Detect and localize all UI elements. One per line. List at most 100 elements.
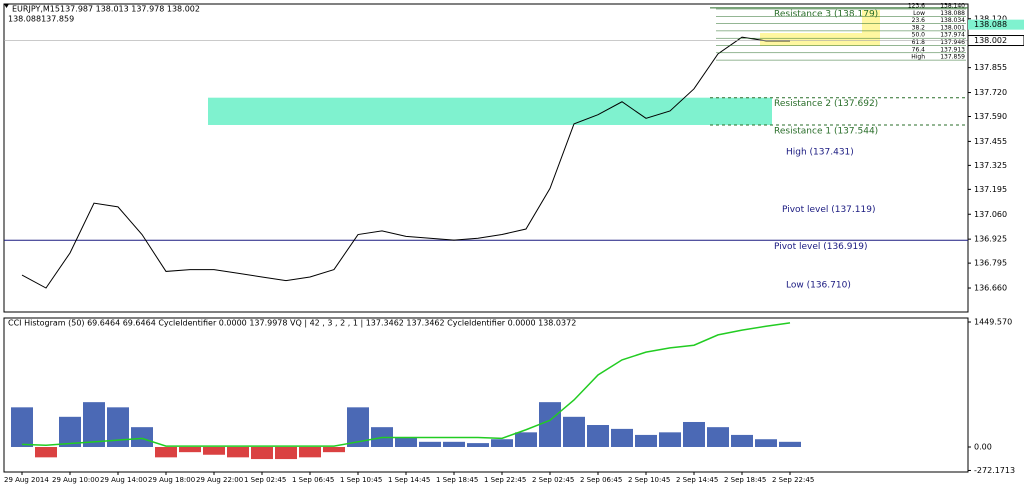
fib-level: High: [911, 54, 925, 61]
y-tick-label: 136.660: [974, 284, 1007, 293]
histogram-bar: [131, 427, 153, 447]
y-tick-label: 137.455: [974, 137, 1007, 146]
x-tick-label: 29 Aug 2014: [4, 476, 49, 484]
histogram-bar: [731, 434, 753, 447]
current-price-label: 138.002: [974, 36, 1007, 45]
fib-price: 137.974: [940, 32, 965, 39]
histogram-bar: [299, 446, 321, 458]
y-tick-label: 137.720: [974, 88, 1007, 97]
histogram-bar: [83, 402, 105, 447]
level-label: High (137.431): [786, 147, 854, 157]
x-tick-label: 29 Aug 10:00: [52, 476, 99, 484]
fib-level: 38.2: [912, 24, 926, 31]
x-tick-label: 2 Sep 06:45: [580, 476, 622, 484]
fib-level: Low: [913, 10, 925, 17]
marker-box: [968, 19, 1024, 30]
histogram-bar: [515, 432, 537, 447]
y-tick-label: 137.195: [974, 185, 1007, 194]
histogram-bar: [659, 432, 681, 447]
y-tick-label: 1449.570: [974, 318, 1012, 327]
histogram-bar: [419, 441, 441, 447]
fib-level: 50.0: [912, 32, 926, 39]
y-tick-label: 137.325: [974, 161, 1007, 170]
histogram-bar: [251, 446, 273, 460]
x-tick-label: 1 Sep 18:45: [436, 476, 478, 484]
indicator-title: CCI Histogram (50) 69.6464 69.6464 Cycle…: [8, 319, 576, 328]
level-label: Pivot level (137.119): [782, 205, 875, 215]
fib-price: 138.034: [940, 17, 965, 24]
histogram-bar: [179, 446, 201, 453]
histogram-bar: [467, 443, 489, 447]
indicator-frame: [3, 317, 969, 473]
x-tick-label: 1 Sep 22:45: [484, 476, 526, 484]
y-tick-label: 137.060: [974, 210, 1007, 219]
x-tick-label: 29 Aug 22:00: [196, 476, 243, 484]
y-tick-label: 138.120: [974, 14, 1007, 23]
x-tick-label: 1 Sep 14:45: [388, 476, 430, 484]
y-tick-label: -272.1713: [974, 466, 1015, 475]
histogram-bar: [587, 425, 609, 447]
x-tick-label: 2 Sep 22:45: [772, 476, 814, 484]
level-label: Resistance 2 (137.692): [774, 99, 878, 109]
level-label: Resistance 3 (138.179): [774, 9, 878, 19]
histogram-bar: [563, 416, 585, 447]
y-tick-label: 0.00: [974, 442, 992, 451]
fib-level: 76.4: [912, 46, 926, 53]
fib-box: [862, 10, 880, 46]
histogram-bar: [323, 446, 345, 453]
x-tick-label: 29 Aug 14:00: [100, 476, 147, 484]
level-label: Pivot level (136.919): [774, 242, 867, 252]
fib-level: 61.8: [912, 39, 926, 46]
y-tick-label: 137.590: [974, 112, 1007, 121]
y-tick-label: 137.855: [974, 63, 1007, 72]
x-tick-label: 2 Sep 10:45: [628, 476, 670, 484]
fib-box: [760, 33, 880, 46]
fib-price: 137.946: [940, 39, 965, 46]
histogram-bar: [539, 402, 561, 447]
histogram-bar: [227, 446, 249, 458]
fib-level: 23.6: [912, 17, 926, 24]
x-tick-label: 2 Sep 02:45: [532, 476, 574, 484]
x-tick-label: 1 Sep 06:45: [292, 476, 334, 484]
histogram-bar: [395, 437, 417, 447]
level-label: Low (136.710): [786, 280, 851, 290]
level-label: Resistance 1 (137.544): [774, 126, 878, 136]
marker-label: 138.088: [974, 20, 1007, 29]
histogram-bar: [707, 427, 729, 447]
fib-price: 138.140: [940, 3, 965, 10]
histogram-bar: [203, 446, 225, 455]
price-line: [21, 36, 790, 289]
histogram-bar: [35, 446, 57, 458]
histogram-bar: [107, 407, 129, 447]
current-price-box: [967, 35, 1024, 47]
fib-level: 123.6: [908, 3, 925, 10]
fib-price: 137.859: [940, 54, 965, 61]
x-tick-label: 1 Sep 02:45: [244, 476, 286, 484]
range: 138.088137.859: [8, 15, 74, 24]
histogram-bar: [443, 441, 465, 447]
resistance-zone: [208, 97, 772, 125]
main-frame: [3, 3, 969, 313]
x-tick-label: 2 Sep 18:45: [724, 476, 766, 484]
histogram-bar: [683, 421, 705, 447]
fib-price: 138.001: [940, 24, 965, 31]
histogram-bar: [491, 439, 513, 447]
fib-price: 137.913: [940, 46, 965, 53]
fib-price: 138.088: [940, 10, 965, 17]
histogram-bar: [779, 441, 801, 447]
histogram-bar: [635, 434, 657, 447]
x-tick-label: 29 Aug 18:00: [148, 476, 195, 484]
y-tick-label: 136.925: [974, 235, 1007, 244]
histogram-bar: [347, 407, 369, 447]
histogram-bar: [611, 428, 633, 447]
x-tick-label: 1 Sep 10:45: [340, 476, 382, 484]
histogram-bar: [59, 416, 81, 447]
histogram-bar: [755, 439, 777, 447]
x-tick-label: 2 Sep 14:45: [676, 476, 718, 484]
symbol: EURJPY,M15: [12, 5, 60, 14]
histogram-bar: [275, 446, 297, 460]
cycle-line: [21, 322, 791, 447]
histogram-bar: [155, 446, 177, 458]
